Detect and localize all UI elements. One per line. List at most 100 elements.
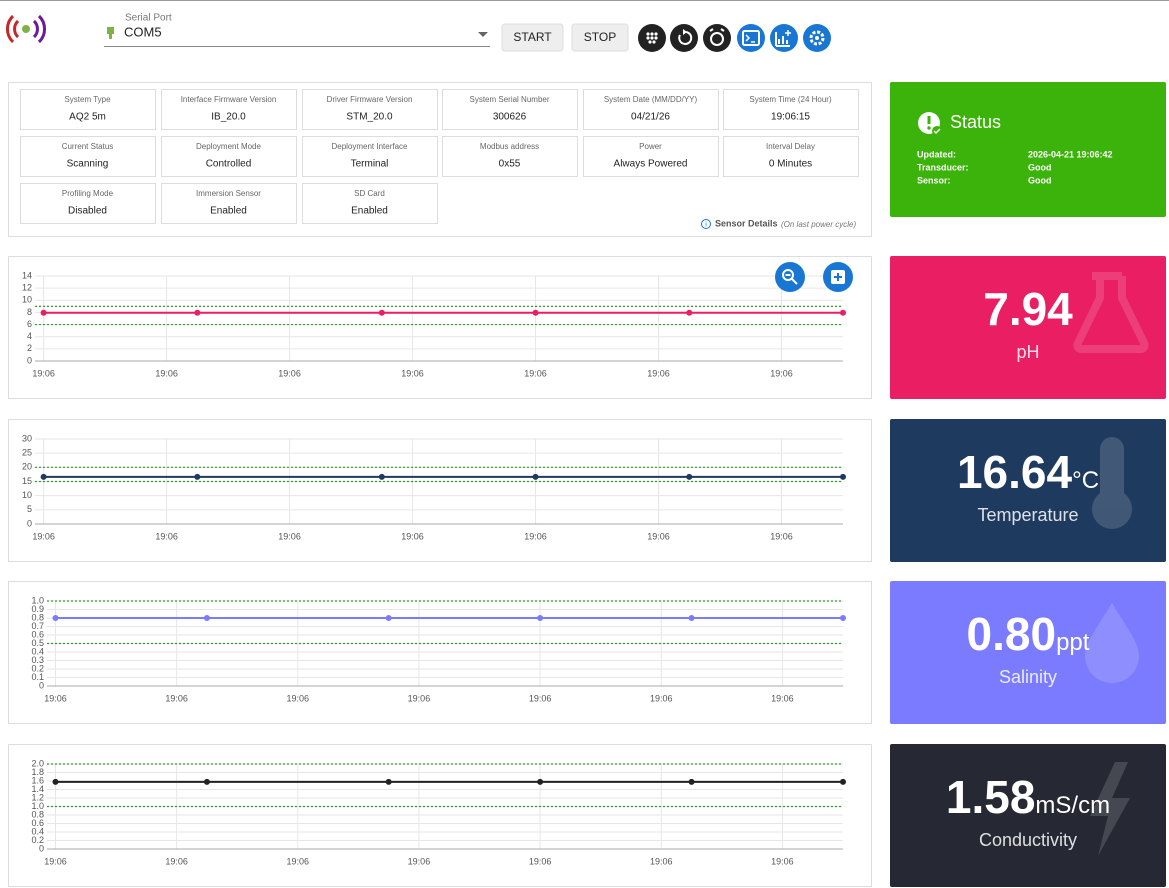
start-button[interactable]: START [501, 23, 564, 52]
info-cell [302, 136, 438, 177]
info-cell [161, 183, 297, 224]
sensor-details[interactable]: i Sensor Details (On last power cycle) [701, 218, 857, 229]
card-unit: °C [1072, 467, 1099, 494]
y-tick-label: 10 [22, 490, 32, 500]
x-tick-label: 19:06 [278, 531, 301, 541]
y-tick-label: 0 [27, 518, 32, 528]
sensor-card: 0.80ppt Salinity [890, 581, 1166, 724]
card-value: 16.64°C [957, 446, 1099, 498]
x-tick-label: 19:06 [770, 531, 793, 541]
logo [6, 14, 46, 44]
data-point [532, 473, 539, 480]
sensor-card: 7.94 pH [890, 256, 1166, 399]
y-tick-label: 8 [27, 307, 32, 317]
select-label: Serial Port [125, 13, 172, 24]
x-tick-label: 19:06 [647, 531, 670, 541]
y-tick-label: 1.0 [31, 595, 44, 605]
x-tick-label: 19:06 [401, 368, 424, 378]
y-tick-label: 0.8 [31, 809, 44, 819]
y-tick-label: 0 [39, 680, 44, 690]
info-label: Modbus address [480, 142, 539, 151]
chart-panel [8, 419, 872, 562]
info-value: Terminal [351, 159, 389, 170]
card-watermark [1073, 272, 1149, 353]
status-label: Updated: [917, 149, 956, 159]
y-tick-label: 15 [22, 476, 32, 486]
card-bg [890, 256, 1166, 399]
x-tick-label: 19:06 [770, 368, 793, 378]
x-tick-label: 19:06 [44, 856, 67, 866]
info-value: Enabled [210, 206, 247, 217]
x-tick-label: 19:06 [155, 368, 178, 378]
stop-button[interactable]: STOP [571, 23, 629, 52]
y-tick-label: 0.6 [31, 818, 44, 828]
status-icon [918, 112, 942, 136]
info-label: Current Status [62, 142, 114, 151]
details-label: Sensor Details [715, 218, 778, 228]
x-tick-label: 19:06 [647, 368, 670, 378]
data-point [840, 473, 846, 480]
details-note: (On last power cycle) [781, 220, 856, 229]
data-point [686, 309, 693, 316]
data-point [537, 615, 544, 621]
info-label: Interface Firmware Version [181, 95, 277, 104]
y-tick-label: 0.8 [31, 612, 44, 622]
card-value: 7.94 [983, 283, 1073, 335]
x-tick-label: 19:06 [771, 693, 794, 703]
data-point [840, 778, 846, 785]
x-tick-label: 19:06 [165, 693, 188, 703]
expand-button[interactable] [823, 262, 853, 292]
icon [1092, 489, 1132, 529]
icon-button[interactable] [737, 24, 765, 52]
card-name: Conductivity [979, 830, 1077, 850]
icon-button[interactable] [803, 24, 831, 52]
info-label: Profiling Mode [62, 189, 114, 198]
y-tick-label: 0.9 [31, 604, 44, 614]
y-tick-label: 2 [27, 343, 32, 353]
info-value: AQ2 5m [69, 112, 106, 123]
info-label: Deployment Mode [196, 142, 261, 151]
info-value: 300626 [493, 112, 527, 123]
card-watermark [1092, 437, 1132, 529]
y-tick-label: 1.4 [31, 784, 44, 794]
sensor-card: 1.58mS/cm Conductivity [890, 744, 1166, 887]
zoom-out-button[interactable] [775, 262, 805, 292]
card-unit: mS/cm [1035, 792, 1110, 819]
info-value: Controlled [206, 159, 252, 170]
icon-button[interactable] [703, 24, 731, 52]
info-cell [723, 89, 859, 130]
card-number: 1.58 [946, 771, 1036, 823]
info-cell [161, 136, 297, 177]
x-tick-label: 19:06 [287, 693, 310, 703]
info-cell [161, 89, 297, 130]
data-point [688, 615, 695, 621]
svg-text:i: i [705, 221, 707, 228]
y-tick-label: 1.8 [31, 767, 44, 777]
data-point [537, 778, 544, 785]
card-watermark [1090, 762, 1130, 856]
x-tick-label: 19:06 [650, 856, 673, 866]
serial-port-select[interactable]: Serial Port COM5 [104, 12, 490, 48]
info-cell [20, 183, 156, 224]
y-tick-label: 0.2 [31, 663, 44, 673]
y-tick-label: 5 [27, 504, 32, 514]
icon-button[interactable] [770, 24, 798, 52]
data-point [840, 309, 846, 316]
card-bg [890, 581, 1166, 724]
card-value: 0.80ppt [967, 608, 1090, 660]
y-tick-label: 0 [39, 843, 44, 853]
status-value: 2026-04-21 19:06:42 [1028, 149, 1113, 159]
info-cell [20, 136, 156, 177]
info-label: System Serial Number [469, 95, 549, 104]
info-label: Deployment Interface [331, 142, 408, 151]
data-point [40, 473, 47, 480]
button-label: START [513, 30, 552, 44]
x-tick-label: 19:06 [529, 693, 552, 703]
button-label: STOP [584, 30, 616, 44]
select-value: COM5 [124, 24, 162, 39]
card-watermark [1085, 603, 1139, 683]
icon-button[interactable] [638, 24, 666, 52]
x-tick-label: 19:06 [408, 856, 431, 866]
icon [1090, 762, 1130, 856]
icon-button[interactable] [670, 24, 698, 52]
